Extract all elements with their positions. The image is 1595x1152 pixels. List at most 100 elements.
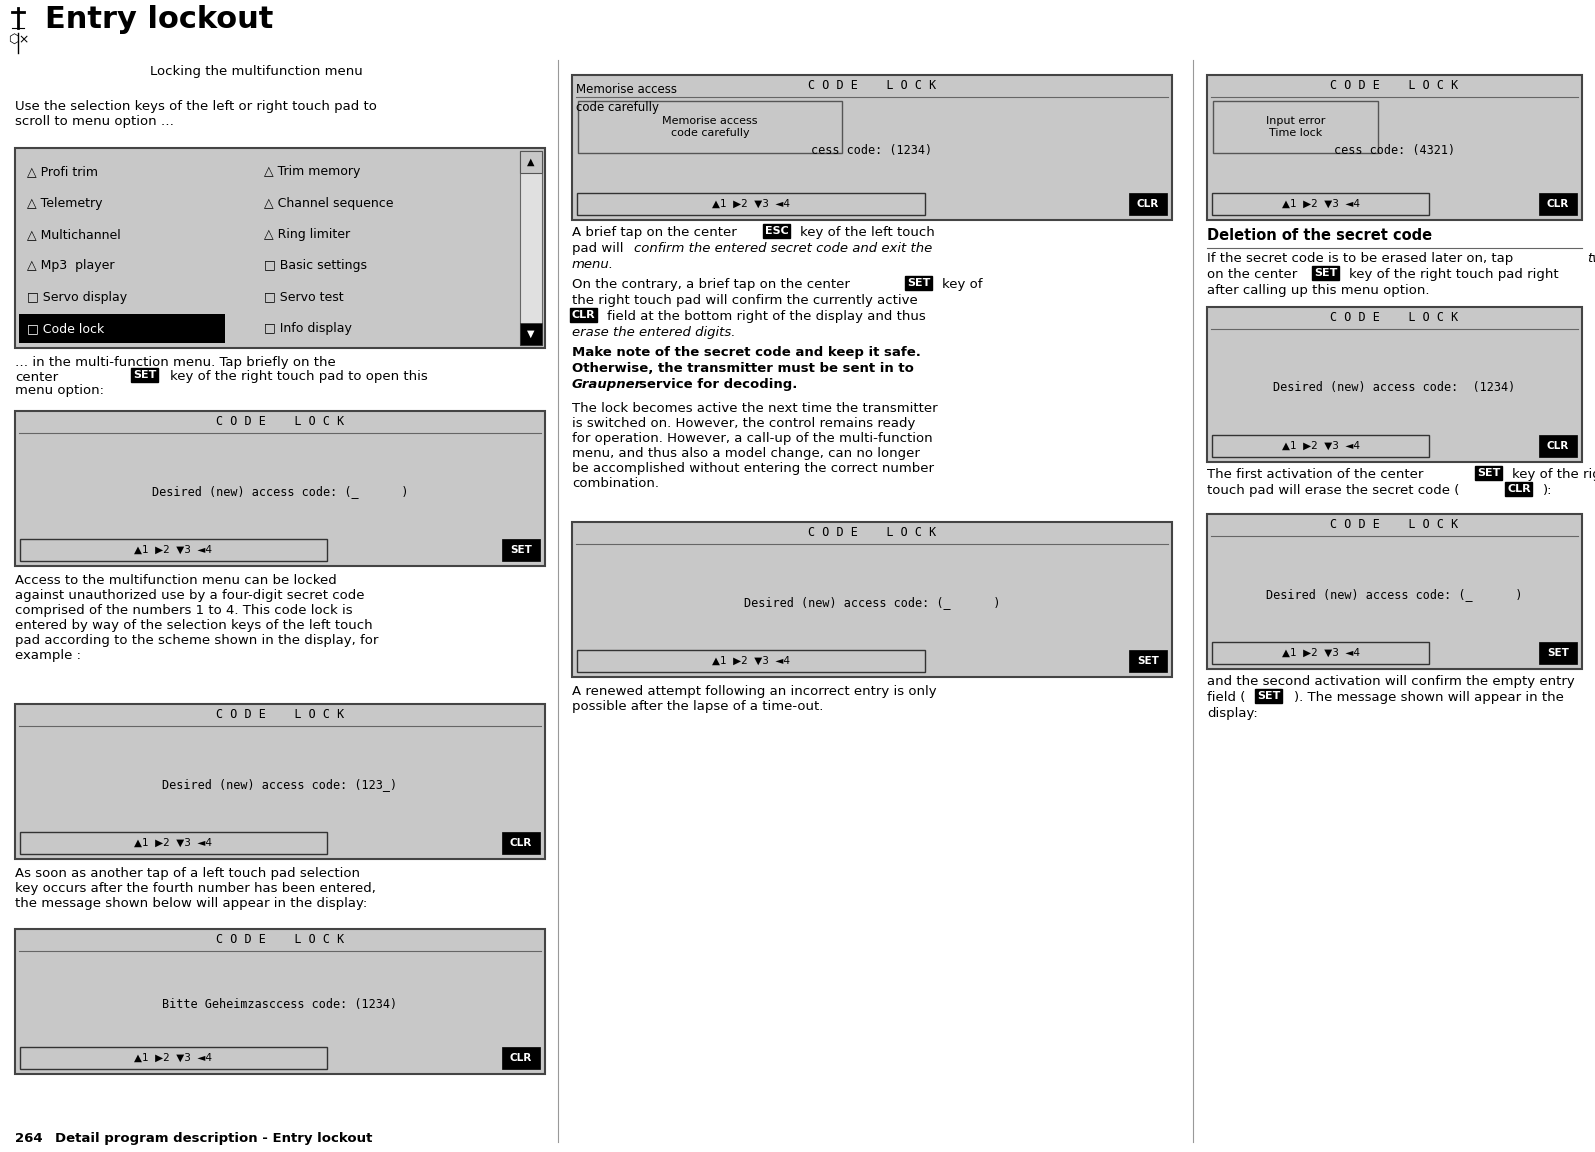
Text: service for decoding.: service for decoding. [640, 378, 798, 391]
Text: C O D E    L O C K: C O D E L O C K [215, 933, 345, 946]
Text: pad will: pad will [573, 242, 624, 255]
Text: SET: SET [1314, 268, 1337, 278]
Text: Memorise access: Memorise access [576, 83, 676, 96]
Text: field (: field ( [1207, 691, 1246, 704]
Text: Input error
Time lock: Input error Time lock [1266, 116, 1325, 138]
Text: Memorise access
code carefully: Memorise access code carefully [662, 116, 758, 138]
Text: 264: 264 [14, 1132, 43, 1145]
Bar [520, 323, 542, 344]
Text: C O D E    L O C K: C O D E L O C K [1330, 518, 1458, 531]
Bar [21, 832, 327, 854]
Text: □ Info display: □ Info display [265, 321, 352, 335]
Text: ▲1  ▶2  ▼3  ◄4: ▲1 ▶2 ▼3 ◄4 [134, 1053, 212, 1063]
Text: C O D E    L O C K: C O D E L O C K [215, 708, 345, 721]
Text: The first activation of the center: The first activation of the center [1207, 468, 1423, 482]
Text: menu option:: menu option: [14, 384, 104, 397]
Text: If the secret code is to be erased later on, tap: If the secret code is to be erased later… [1207, 252, 1514, 265]
Text: Desired (new) access code: (123_): Desired (new) access code: (123_) [163, 778, 397, 791]
Bar [19, 313, 225, 343]
Text: on the center: on the center [1207, 268, 1297, 281]
Bar [520, 151, 542, 173]
Text: △ Profi trim: △ Profi trim [27, 165, 97, 179]
Text: SET: SET [1257, 691, 1281, 702]
Text: key of the left touch: key of the left touch [801, 226, 935, 238]
Text: key of the right touch pad right: key of the right touch pad right [1349, 268, 1558, 281]
Bar [573, 75, 1172, 220]
Text: Desired (new) access code: (_      ): Desired (new) access code: (_ ) [743, 596, 1000, 609]
Bar [577, 194, 925, 215]
Text: Detail program description - Entry lockout: Detail program description - Entry locko… [54, 1132, 372, 1145]
Text: ▼: ▼ [528, 329, 534, 339]
Text: ▲1  ▶2  ▼3  ◄4: ▲1 ▶2 ▼3 ◄4 [711, 199, 790, 209]
Text: cess code: (1234): cess code: (1234) [812, 144, 933, 157]
Bar [14, 704, 545, 859]
Text: C O D E    L O C K: C O D E L O C K [215, 415, 345, 429]
Text: ). The message shown will appear in the: ). The message shown will appear in the [1294, 691, 1563, 704]
Text: the right touch pad will confirm the currently active: the right touch pad will confirm the cur… [573, 294, 917, 306]
Text: C O D E    L O C K: C O D E L O C K [1330, 79, 1458, 92]
Text: confirm the entered secret code and exit the: confirm the entered secret code and exit… [633, 242, 931, 255]
Bar [1129, 650, 1168, 672]
Text: □ Servo display: □ Servo display [27, 290, 128, 303]
Text: SET: SET [908, 278, 930, 288]
Bar [1212, 642, 1429, 664]
Bar [14, 411, 545, 566]
Bar [520, 151, 542, 344]
Text: ▲1  ▶2  ▼3  ◄4: ▲1 ▶2 ▼3 ◄4 [134, 545, 212, 555]
Text: CLR: CLR [1547, 441, 1569, 450]
Text: erase the entered digits.: erase the entered digits. [573, 326, 735, 339]
Text: SET: SET [1477, 468, 1501, 478]
Bar [1539, 194, 1577, 215]
Text: ▲1  ▶2  ▼3  ◄4: ▲1 ▶2 ▼3 ◄4 [1281, 441, 1359, 450]
Text: SET: SET [1137, 655, 1160, 666]
Text: ▲1  ▶2  ▼3  ◄4: ▲1 ▶2 ▼3 ◄4 [134, 838, 212, 848]
Bar [14, 147, 545, 348]
Text: C O D E    L O C K: C O D E L O C K [809, 526, 936, 539]
Bar [1207, 514, 1582, 669]
Text: touch pad will erase the secret code (: touch pad will erase the secret code ( [1207, 484, 1459, 497]
Bar [577, 101, 842, 153]
Text: ▲1  ▶2  ▼3  ◄4: ▲1 ▶2 ▼3 ◄4 [711, 655, 790, 666]
Bar [1214, 101, 1378, 153]
Text: menu.: menu. [573, 258, 614, 271]
Text: Access to the multifunction menu can be locked
against unauthorized use by a fou: Access to the multifunction menu can be … [14, 574, 378, 662]
Text: Deletion of the secret code: Deletion of the secret code [1207, 228, 1432, 243]
Text: CLR: CLR [1507, 484, 1531, 494]
Bar [1212, 194, 1429, 215]
Text: SET: SET [1547, 647, 1569, 658]
Bar [1207, 75, 1582, 220]
Text: and the second activation will confirm the empty entry: and the second activation will confirm t… [1207, 675, 1574, 688]
Text: A renewed attempt following an incorrect entry is only
possible after the lapse : A renewed attempt following an incorrect… [573, 685, 936, 713]
Text: SET: SET [132, 370, 156, 380]
Text: CLR: CLR [1137, 199, 1160, 209]
Text: code carefully: code carefully [576, 101, 659, 114]
Text: key of: key of [943, 278, 983, 291]
Text: Desired (new) access code:  (1234): Desired (new) access code: (1234) [1273, 381, 1515, 394]
Bar [1129, 194, 1168, 215]
Text: Bitte Geheimzasccess code: (1234): Bitte Geheimzasccess code: (1234) [163, 998, 397, 1011]
Bar [1212, 435, 1429, 457]
Text: △ Mp3  player: △ Mp3 player [27, 259, 115, 272]
Text: CLR: CLR [573, 310, 595, 320]
Text: twice: twice [1587, 252, 1595, 265]
Bar [502, 539, 541, 561]
Bar [1539, 642, 1577, 664]
Text: Desired (new) access code: (_      ): Desired (new) access code: (_ ) [152, 485, 408, 498]
Bar [21, 1047, 327, 1069]
Text: CLR: CLR [510, 1053, 533, 1063]
Text: ▲1  ▶2  ▼3  ◄4: ▲1 ▶2 ▼3 ◄4 [1281, 647, 1359, 658]
Text: after calling up this menu option.: after calling up this menu option. [1207, 285, 1429, 297]
Text: Graupner: Graupner [573, 378, 643, 391]
Bar [1539, 435, 1577, 457]
Text: ▲1  ▶2  ▼3  ◄4: ▲1 ▶2 ▼3 ◄4 [1281, 199, 1359, 209]
Text: field at the bottom right of the display and thus: field at the bottom right of the display… [608, 310, 925, 323]
Text: Desired (new) access code: (_      ): Desired (new) access code: (_ ) [1266, 589, 1523, 601]
Text: A brief tap on the center: A brief tap on the center [573, 226, 737, 238]
Text: … in the multi-function menu. Tap briefly on the
center: … in the multi-function menu. Tap briefl… [14, 356, 337, 384]
Text: Entry lockout: Entry lockout [45, 5, 273, 35]
Text: The lock becomes active the next time the transmitter
is switched on. However, t: The lock becomes active the next time th… [573, 402, 938, 490]
Bar [502, 832, 541, 854]
Bar [502, 1047, 541, 1069]
Text: □ Code lock: □ Code lock [27, 321, 104, 335]
Text: △ Telemetry: △ Telemetry [27, 197, 102, 210]
